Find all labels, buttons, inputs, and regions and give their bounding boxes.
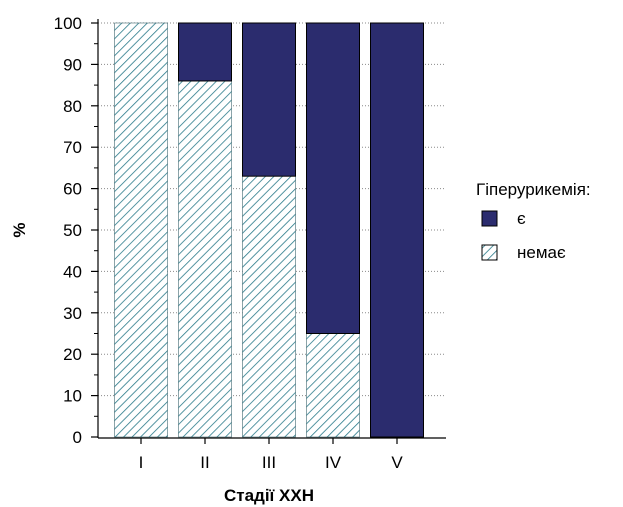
y-tick-label: 80 bbox=[63, 97, 82, 116]
y-tick-label: 70 bbox=[63, 138, 82, 157]
y-tick-label: 20 bbox=[63, 345, 82, 364]
legend-swatch-ye bbox=[481, 210, 498, 227]
legend-title: Гіперурикемія: bbox=[476, 180, 591, 199]
y-tick-label: 50 bbox=[63, 221, 82, 240]
y-tick-label: 40 bbox=[63, 262, 82, 281]
legend: Гіперурикемія: є немає bbox=[476, 180, 591, 262]
bar-ye-III bbox=[242, 22, 296, 177]
y-tick-label: 30 bbox=[63, 304, 82, 323]
bar-ye-II bbox=[178, 22, 232, 82]
y-tick-label: 100 bbox=[54, 14, 82, 33]
bar-ye-IV bbox=[306, 22, 360, 334]
x-tick-label: II bbox=[200, 453, 209, 472]
x-tick-label: I bbox=[139, 453, 144, 472]
y-tick-label: 0 bbox=[73, 428, 82, 447]
bars bbox=[114, 22, 424, 438]
bar-nemaye-I bbox=[114, 22, 168, 438]
x-tick-label: IV bbox=[325, 453, 342, 472]
legend-label-nemaye: немає bbox=[517, 243, 566, 262]
x-tick-label: III bbox=[262, 453, 276, 472]
axes bbox=[91, 19, 446, 444]
bar-nemaye-II bbox=[178, 80, 232, 438]
bar-ye-V bbox=[370, 22, 424, 438]
bar-nemaye-IV bbox=[306, 333, 360, 438]
x-tick-label: V bbox=[391, 453, 403, 472]
y-tick-label: 10 bbox=[63, 387, 82, 406]
bar-nemaye-III bbox=[242, 175, 296, 438]
legend-swatch-nemaye bbox=[481, 244, 498, 261]
y-tick-label: 90 bbox=[63, 55, 82, 74]
y-tick-label: 60 bbox=[63, 180, 82, 199]
x-axis-title: Стадії ХХН bbox=[224, 486, 314, 505]
legend-label-ye: є bbox=[517, 209, 526, 228]
y-axis-title: % bbox=[10, 222, 29, 237]
